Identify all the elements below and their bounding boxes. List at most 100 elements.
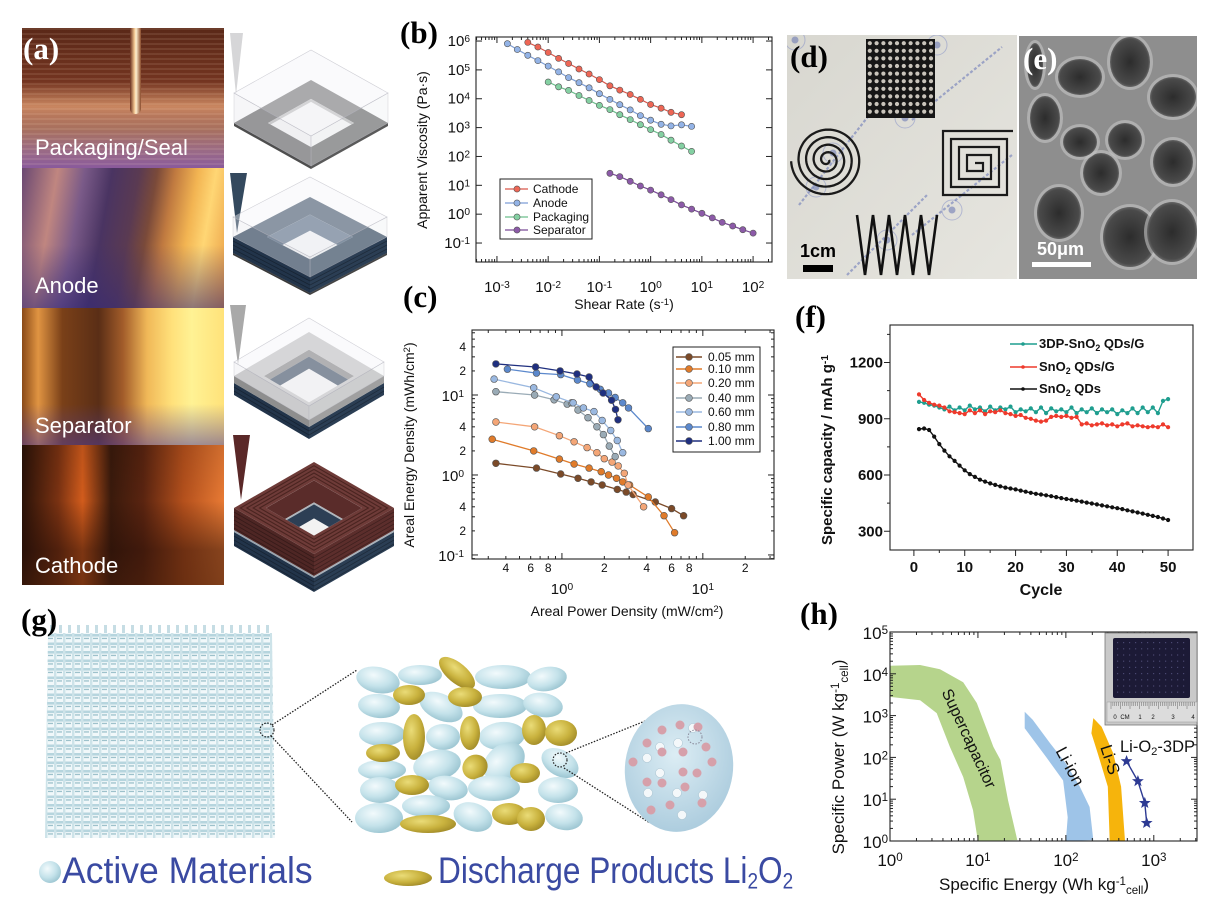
- printed-patterns-photo: [787, 35, 1017, 279]
- data-point: [1105, 410, 1110, 415]
- y-tick-label-text: 10: [448, 91, 465, 108]
- base-plate-left-face: [233, 253, 310, 295]
- lattice-post: [95, 625, 98, 634]
- y-minor-tick-label: 2: [459, 524, 466, 538]
- lattice-dot: [1135, 673, 1137, 675]
- y-tick-label: 102: [863, 749, 888, 768]
- legend-item-3dp-sno2-qds-g: 3DP-SnO2 QDs/G: [1010, 336, 1144, 353]
- x-tick-label: 101: [691, 279, 714, 296]
- x-minor-tick-label: 4: [643, 561, 650, 575]
- x-tick-label: 101: [965, 851, 990, 870]
- data-point: [660, 512, 668, 520]
- plot-frame: [471, 329, 775, 560]
- li2o2-deposit: [657, 747, 667, 757]
- data-point: [531, 363, 540, 371]
- data-point: [983, 411, 988, 417]
- y-axis-title: Apparent Viscosity (Pa·s): [414, 71, 430, 229]
- data-point: [688, 205, 695, 213]
- y-tick-label: 300: [858, 523, 883, 540]
- x-minor-tick-label: 6: [527, 561, 534, 575]
- li2o2-deposit: [628, 757, 638, 767]
- pore: [1103, 207, 1157, 267]
- lattice-dot: [1183, 648, 1185, 650]
- data-point: [1044, 493, 1049, 498]
- y-tick-label-text: 10: [863, 833, 882, 852]
- legend-marker: [685, 379, 693, 387]
- data-point: [532, 464, 541, 472]
- lattice-hole: [894, 94, 900, 99]
- data-point: [611, 452, 619, 461]
- data-point: [678, 201, 685, 209]
- lattice-dot: [1177, 691, 1179, 693]
- lattice-post: [104, 625, 107, 634]
- y-tick-label-text: 10: [438, 548, 455, 565]
- panel-label-g: (g): [21, 602, 58, 637]
- data-point: [1064, 496, 1069, 502]
- x-tick-label-text: 10: [484, 279, 501, 296]
- data-point: [688, 123, 695, 130]
- legend-label: Packaging: [533, 210, 589, 224]
- data-point: [1120, 507, 1125, 512]
- lattice-hole: [888, 63, 893, 69]
- lattice-dot: [1123, 654, 1125, 656]
- data-point: [678, 111, 685, 119]
- lattice-hole: [908, 86, 913, 91]
- cathode-ring-layer-line: [233, 519, 395, 567]
- data-point: [957, 405, 962, 410]
- data-point: [927, 400, 932, 405]
- data-point: [667, 136, 675, 144]
- series-line: [918, 427, 1169, 521]
- lattice-dot: [1177, 685, 1179, 687]
- x-axis-title-text: ): [719, 603, 724, 619]
- data-point: [606, 82, 614, 90]
- lattice-post: [248, 625, 251, 634]
- data-point: [1099, 503, 1105, 508]
- lattice-dot: [1135, 660, 1137, 662]
- lattice-hole: [901, 101, 906, 107]
- x-axis-title: Shear Rate (s-1): [574, 296, 674, 312]
- cathode-label: Cathode: [35, 553, 119, 578]
- legend-item-0-60-mm: 0.60 mm: [676, 405, 755, 419]
- discharge-product-particle: [438, 656, 476, 690]
- pore-hole: [655, 768, 665, 778]
- watermark-stamp: [787, 35, 806, 51]
- pore: [1058, 59, 1102, 95]
- data-point: [1044, 418, 1049, 423]
- y-tick-label: 104: [863, 666, 889, 685]
- y-tick-label-superscript: 2: [464, 149, 470, 160]
- active-material-particle: [538, 777, 578, 803]
- lattice-hole: [922, 41, 927, 46]
- x-tick-label-text: 10: [692, 581, 709, 598]
- y-tick-label: 105: [448, 62, 471, 79]
- lattice-hole: [888, 79, 893, 84]
- lattice-dot: [1153, 679, 1155, 681]
- lattice-hole: [874, 63, 879, 69]
- active-material-particle: [355, 803, 403, 833]
- lattice-dot: [1177, 642, 1179, 644]
- lattice-hole: [908, 101, 913, 107]
- lattice-post: [230, 625, 233, 634]
- pore: [1083, 153, 1119, 193]
- ruler-label: 1: [1138, 715, 1142, 721]
- active-material-legend-icon: [39, 861, 61, 883]
- data-point: [606, 106, 614, 113]
- data-point: [1038, 419, 1044, 424]
- data-point: [575, 92, 583, 99]
- lattice-hole: [915, 101, 920, 107]
- data-point: [556, 367, 564, 375]
- lattice-hole: [894, 109, 900, 114]
- data-point: [1110, 505, 1115, 510]
- data-point: [937, 403, 942, 408]
- lattice-dot: [1159, 691, 1161, 693]
- transparent-seal-box-top-face: [233, 49, 389, 137]
- anode-ring-layer-line: [232, 248, 388, 290]
- data-point: [1160, 516, 1166, 521]
- lattice-hole: [881, 41, 886, 46]
- data-point: [605, 442, 614, 450]
- lattice-hole: [867, 79, 872, 84]
- lattice-hole: [915, 41, 920, 46]
- x-tick-label: 102: [1053, 851, 1078, 870]
- lattice-dot: [1171, 685, 1173, 687]
- anode-layer-layer-line: [233, 386, 385, 432]
- lattice-hole: [928, 94, 934, 99]
